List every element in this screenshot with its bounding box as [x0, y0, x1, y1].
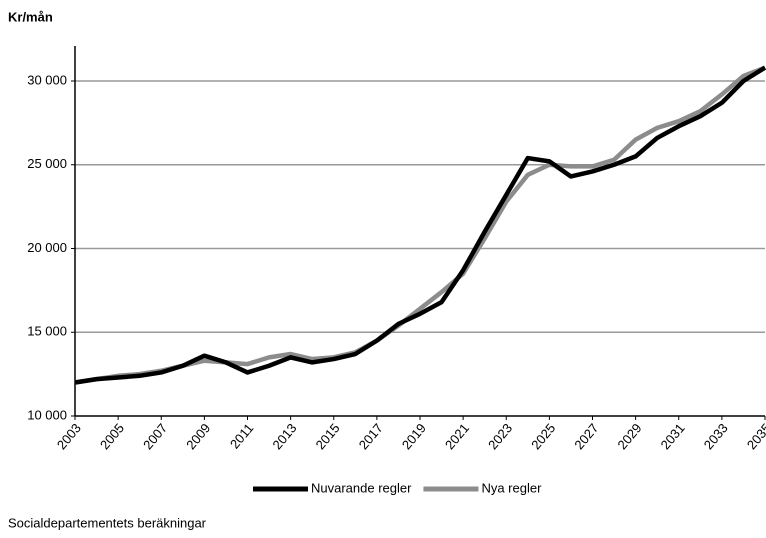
x-tick-label: 2011 — [227, 420, 256, 451]
y-tick-label: 30 000 — [27, 72, 67, 87]
y-tick-label: 15 000 — [27, 324, 67, 339]
x-tick-label: 2015 — [313, 420, 343, 452]
x-tick-label: 2035 — [744, 420, 766, 452]
y-tick-label: 25 000 — [27, 156, 67, 171]
x-tick-label: 2029 — [614, 420, 644, 452]
legend-label: Nuvarande regler — [311, 480, 412, 495]
x-tick-label: 2027 — [571, 420, 601, 452]
x-tick-label: 2013 — [269, 420, 299, 452]
legend-label: Nya regler — [481, 480, 542, 495]
x-tick-label: 2019 — [399, 420, 429, 452]
x-tick-label: 2005 — [97, 420, 127, 452]
x-tick-label: 2023 — [485, 420, 515, 452]
series-line — [74, 65, 766, 385]
x-tick-label: 2007 — [140, 420, 170, 452]
x-tick-label: 2003 — [54, 420, 84, 452]
y-tick-label: 10 000 — [27, 407, 67, 422]
x-tick-label: 2025 — [528, 420, 558, 452]
y-axis-label: Kr/mån — [8, 9, 53, 24]
x-tick-label: 2031 — [658, 420, 688, 452]
source: Socialdepartementets beräkningar — [8, 515, 207, 530]
y-tick-label: 20 000 — [27, 240, 67, 255]
series-line — [74, 65, 766, 385]
x-tick-label: 2033 — [701, 420, 731, 452]
x-tick-label: 2017 — [356, 420, 386, 452]
x-tick-label: 2021 — [442, 420, 472, 452]
x-tick-label: 2009 — [183, 420, 213, 452]
